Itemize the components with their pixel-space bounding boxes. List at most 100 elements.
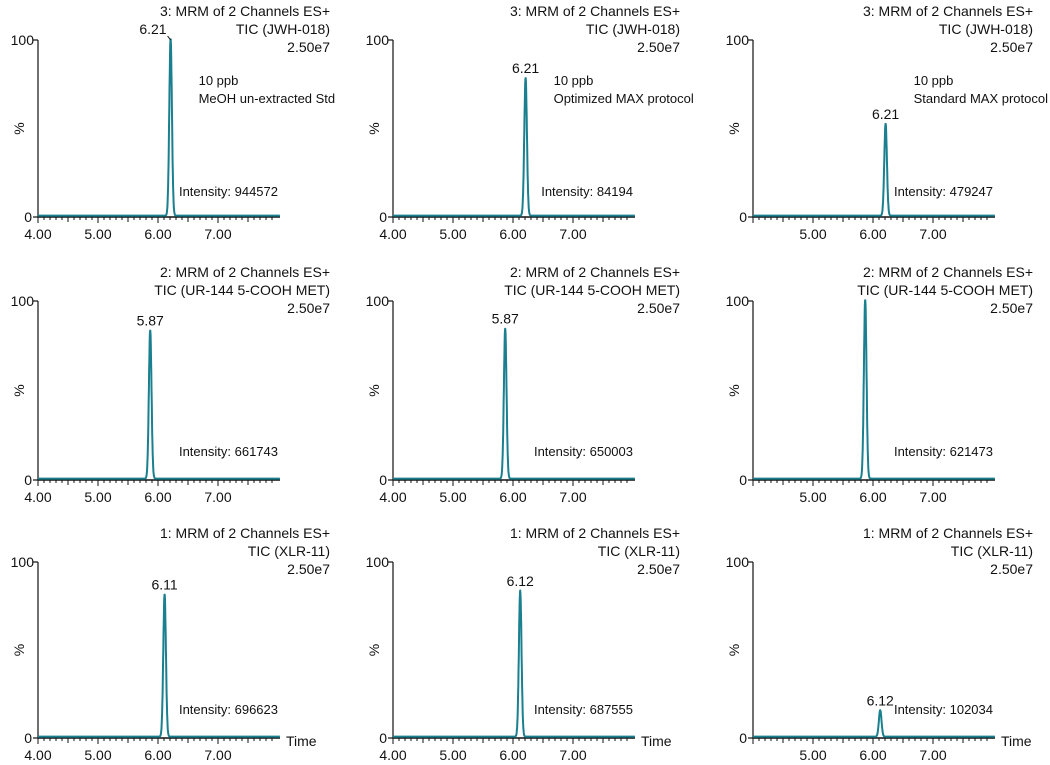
- y-tick-label: 0: [379, 472, 387, 488]
- y-tick-label: 0: [379, 730, 387, 746]
- sample-note: 10 ppb: [914, 73, 954, 88]
- chromatogram-panel: 2: MRM of 2 Channels ES+ TIC (UR-144 5-CO…: [726, 264, 1034, 505]
- panel-compound: TIC (JWH-018): [236, 21, 330, 37]
- peak-label: 6.12: [507, 573, 534, 589]
- x-tick-label: 5.00: [84, 226, 111, 242]
- panel-scale: 2.50e7: [990, 561, 1033, 577]
- panel-title: 2: MRM of 2 Channels ES+: [160, 264, 330, 280]
- y-tick-label: 0: [739, 209, 747, 225]
- chromatogram-panel: 2: MRM of 2 Channels ES+ TIC (UR-144 5-CO…: [366, 264, 681, 505]
- x-tick-label: 6.00: [144, 747, 171, 763]
- chromatogram-trace: [392, 77, 636, 217]
- x-tick-label: 7.00: [204, 226, 231, 242]
- intensity-label: Intensity: 944572: [179, 184, 278, 199]
- panel-title: 1: MRM of 2 Channels ES+: [863, 525, 1033, 541]
- chromatogram-panel: 1: MRM of 2 Channels ES+ TIC (XLR-11) 2.50…: [11, 525, 331, 763]
- panel-compound: TIC (JWH-018): [939, 21, 1033, 37]
- y-axis-label: %: [366, 122, 382, 134]
- x-tick-label: 4.00: [24, 747, 51, 763]
- y-tick-label: 0: [739, 730, 747, 746]
- x-tick-label: 7.00: [919, 747, 946, 763]
- intensity-label: Intensity: 621473: [894, 444, 993, 459]
- panel-title: 1: MRM of 2 Channels ES+: [160, 525, 330, 541]
- x-tick-label: 5.00: [439, 747, 466, 763]
- x-tick-label: 6.00: [859, 747, 886, 763]
- y-axis-label: %: [366, 644, 382, 656]
- x-tick-label: 6.00: [499, 747, 526, 763]
- peak-label: 5.87: [137, 312, 164, 328]
- x-tick-label: 7.00: [559, 489, 586, 505]
- intensity-label: Intensity: 696623: [179, 702, 278, 717]
- x-tick-label: 5.00: [799, 489, 826, 505]
- panel-scale: 2.50e7: [637, 561, 680, 577]
- y-tick-label: 100: [11, 293, 35, 309]
- x-tick-label: 5.00: [84, 747, 111, 763]
- chromatogram-panel: 2: MRM of 2 Channels ES+ TIC (UR-144 5-CO…: [11, 264, 331, 505]
- panel-scale: 2.50e7: [287, 561, 330, 577]
- chromatogram-trace: [752, 122, 996, 217]
- intensity-label: Intensity: 479247: [894, 184, 993, 199]
- chromatogram-panel: 3: MRM of 2 Channels ES+ TIC (JWH-018) 2.5…: [726, 3, 1048, 242]
- panel-title: 2: MRM of 2 Channels ES+: [510, 264, 680, 280]
- x-tick-label: 7.00: [204, 747, 231, 763]
- sample-note: 10 ppb: [199, 73, 239, 88]
- y-tick-label: 0: [379, 209, 387, 225]
- chromatogram-panel: 1: MRM of 2 Channels ES+ TIC (XLR-11) 2.50…: [366, 525, 681, 763]
- panel-compound: TIC (XLR-11): [248, 543, 330, 559]
- sample-note: Standard MAX protocol: [914, 91, 1049, 106]
- x-tick-label: 5.00: [84, 489, 111, 505]
- panel-scale: 2.50e7: [990, 39, 1033, 55]
- chromatogram-panel: 3: MRM of 2 Channels ES+ TIC (JWH-018) 2.5…: [11, 3, 336, 242]
- x-tick-label: 7.00: [919, 226, 946, 242]
- panel-title: 1: MRM of 2 Channels ES+: [510, 525, 680, 541]
- chromatogram-trace: [752, 709, 996, 738]
- x-tick-label: 7.00: [559, 226, 586, 242]
- sample-note: Optimized MAX protocol: [554, 91, 694, 106]
- panel-scale: 2.50e7: [637, 39, 680, 55]
- x-tick-label: 4.00: [379, 489, 406, 505]
- x-tick-label: 6.00: [859, 489, 886, 505]
- y-tick-label: 100: [11, 32, 35, 48]
- x-axis-label: Time: [641, 733, 672, 749]
- chromatogram-panel: 1: MRM of 2 Channels ES+ TIC (XLR-11) 2.50…: [726, 525, 1034, 763]
- peak-label: 6.11: [151, 576, 177, 592]
- chromatogram-panel: 3: MRM of 2 Channels ES+ TIC (JWH-018) 2.5…: [366, 3, 694, 242]
- peak-leader: [167, 35, 172, 41]
- panel-title: 3: MRM of 2 Channels ES+: [160, 3, 330, 19]
- chromatogram-trace: [752, 299, 996, 480]
- x-tick-label: 6.00: [144, 489, 171, 505]
- x-tick-label: 6.00: [499, 489, 526, 505]
- x-axis-label: Time: [286, 733, 317, 749]
- panel-scale: 2.50e7: [990, 300, 1033, 316]
- panel-compound: TIC (JWH-018): [586, 21, 680, 37]
- y-tick-label: 0: [24, 730, 32, 746]
- panel-compound: TIC (UR-144 5-COOH MET): [504, 282, 680, 298]
- peak-label: 6.12: [867, 693, 894, 709]
- x-tick-label: 5.00: [799, 226, 826, 242]
- peak-label: 6.21: [512, 60, 539, 76]
- x-tick-label: 5.00: [439, 489, 466, 505]
- x-tick-label: 6.00: [859, 226, 886, 242]
- y-tick-label: 0: [739, 472, 747, 488]
- y-axis-label: %: [11, 384, 27, 396]
- peak-label: 5.87: [492, 311, 519, 327]
- panel-scale: 2.50e7: [287, 39, 330, 55]
- intensity-label: Intensity: 84194: [541, 184, 633, 199]
- y-tick-label: 100: [726, 293, 750, 309]
- y-tick-label: 100: [11, 554, 35, 570]
- x-tick-label: 5.00: [799, 747, 826, 763]
- panel-compound: TIC (XLR-11): [598, 543, 680, 559]
- panel-scale: 2.50e7: [637, 300, 680, 316]
- panel-title: 3: MRM of 2 Channels ES+: [510, 3, 680, 19]
- panel-scale: 2.50e7: [287, 300, 330, 316]
- y-tick-label: 0: [24, 209, 32, 225]
- y-tick-label: 100: [366, 293, 390, 309]
- sample-note: MeOH un-extracted Std: [199, 91, 336, 106]
- x-tick-label: 7.00: [204, 489, 231, 505]
- panel-compound: TIC (XLR-11): [951, 543, 1033, 559]
- x-tick-label: 6.00: [499, 226, 526, 242]
- y-tick-label: 100: [726, 32, 750, 48]
- panel-title: 3: MRM of 2 Channels ES+: [863, 3, 1033, 19]
